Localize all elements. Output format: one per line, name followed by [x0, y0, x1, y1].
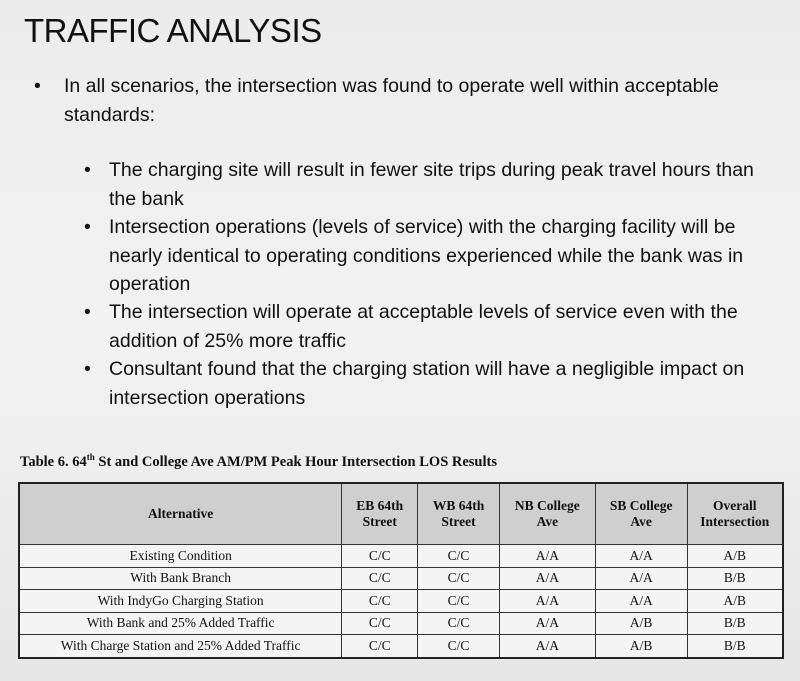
los-cell: C/C	[341, 611, 419, 635]
los-cell: A/B	[594, 611, 688, 635]
los-cell: C/C	[417, 589, 500, 613]
sub-bullet: • The intersection will operate at accept…	[84, 298, 764, 355]
sub-bullet: • The charging site will result in fewer …	[84, 156, 764, 213]
column-header: EB 64th Street	[341, 482, 419, 545]
los-cell: A/A	[594, 589, 688, 613]
sub-bullet: • Intersection operations (levels of serv…	[84, 213, 764, 299]
los-results-table: Alternative EB 64th Street WB 64th Street N…	[18, 482, 784, 659]
sub-bullet: • Consultant found that the charging stat…	[84, 355, 764, 412]
alternative-cell: With IndyGo Charging Station	[18, 589, 343, 613]
main-bullet: • In all scenarios, the intersection was…	[34, 72, 754, 130]
column-header: WB 64th Street	[417, 482, 500, 545]
column-header: Alternative	[18, 482, 343, 545]
los-cell: B/B	[686, 566, 784, 590]
los-cell: C/C	[341, 634, 419, 658]
los-cell: C/C	[417, 611, 500, 635]
table-row: With IndyGo Charging Station C/C C/C A/A A/A…	[18, 589, 784, 613]
los-cell: C/C	[341, 589, 419, 613]
los-cell: A/A	[498, 544, 596, 568]
alternative-cell: With Bank and 25% Added Traffic	[18, 611, 343, 635]
table-row: Existing Condition C/C C/C A/A A/A A/B	[18, 544, 784, 568]
alternative-cell: With Charge Station and 25% Added Traffi…	[18, 634, 343, 658]
los-cell: B/B	[686, 611, 784, 635]
bullet-icon: •	[84, 216, 91, 238]
table-caption: Table 6. 64th St and College Ave AM/PM P…	[20, 452, 497, 470]
table-row: With Bank and 25% Added Traffic C/C C/C A/A…	[18, 611, 784, 635]
los-cell: A/A	[498, 611, 596, 635]
table-row: With Bank Branch C/C C/C A/A A/A B/B	[18, 566, 784, 590]
los-cell: C/C	[341, 544, 419, 568]
los-cell: A/A	[594, 566, 688, 590]
column-header: Overall Intersection	[686, 482, 784, 545]
alternative-cell: With Bank Branch	[18, 566, 343, 590]
los-cell: C/C	[417, 634, 500, 658]
column-header: NB College Ave	[498, 482, 596, 545]
los-cell: A/A	[498, 566, 596, 590]
bullet-icon: •	[84, 159, 91, 181]
table-row: With Charge Station and 25% Added Traffi…	[18, 634, 784, 658]
los-cell: A/B	[594, 634, 688, 658]
slide-title: TRAFFIC ANALYSIS	[24, 12, 322, 49]
los-cell: A/B	[686, 544, 784, 568]
los-cell: C/C	[417, 566, 500, 590]
los-cell: C/C	[341, 566, 419, 590]
los-cell: A/A	[498, 589, 596, 613]
alternative-cell: Existing Condition	[18, 544, 343, 568]
los-cell: C/C	[417, 544, 500, 568]
los-cell: A/B	[686, 589, 784, 613]
los-cell: A/A	[498, 634, 596, 658]
bullet-icon: •	[84, 301, 91, 323]
los-cell: A/A	[594, 544, 688, 568]
bullet-icon: •	[84, 358, 91, 380]
bullet-icon: •	[34, 75, 41, 97]
los-cell: B/B	[686, 634, 784, 658]
column-header: SB College Ave	[594, 482, 688, 545]
